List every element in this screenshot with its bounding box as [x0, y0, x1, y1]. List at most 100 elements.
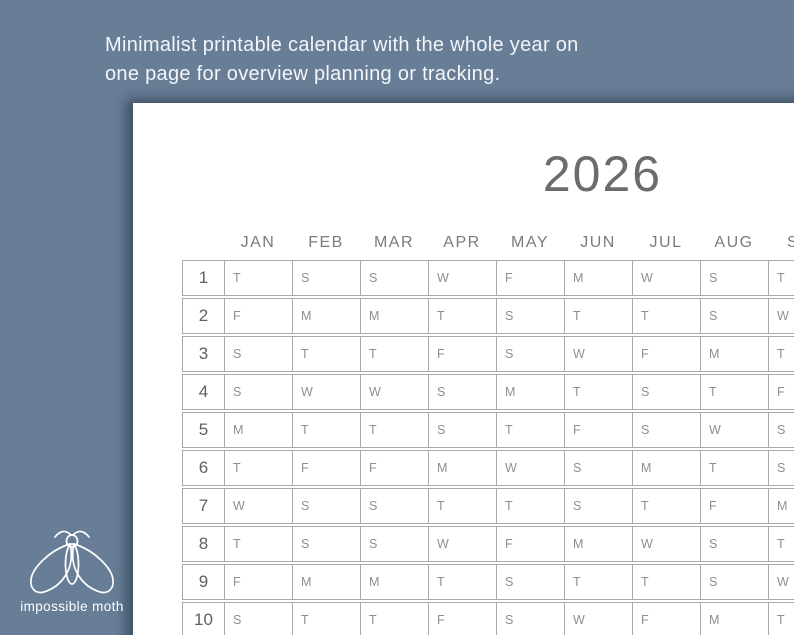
day-cell: T [496, 488, 564, 524]
day-cell: W [428, 260, 496, 296]
day-cell: M [360, 564, 428, 600]
day-cell: S [632, 412, 700, 448]
day-cell: S [768, 450, 794, 486]
day-cell: W [632, 526, 700, 562]
day-cell: T [768, 526, 794, 562]
month-header: APR [443, 234, 481, 251]
day-cell: T [360, 336, 428, 372]
day-cell: F [496, 260, 564, 296]
day-cell: T [428, 488, 496, 524]
day-cell: S [292, 526, 360, 562]
day-cell: M [632, 450, 700, 486]
day-number: 7 [182, 488, 224, 524]
moth-icon [30, 530, 114, 594]
day-cell: S [428, 374, 496, 410]
month-header: FEB [308, 234, 344, 251]
day-cell: S [360, 526, 428, 562]
day-number: 8 [182, 526, 224, 562]
day-cell: T [292, 412, 360, 448]
day-cell: S [700, 298, 768, 334]
day-cell: F [224, 298, 292, 334]
day-number: 6 [182, 450, 224, 486]
corner-cell [182, 218, 224, 258]
day-cell: S [632, 374, 700, 410]
day-cell: S [224, 374, 292, 410]
day-cell: S [292, 488, 360, 524]
day-cell: T [768, 336, 794, 372]
day-cell: M [360, 298, 428, 334]
day-cell: S [564, 450, 632, 486]
day-cell: W [428, 526, 496, 562]
month-header: MAR [373, 234, 415, 251]
brand-logo: impossible moth [20, 524, 124, 614]
day-cell: M [564, 260, 632, 296]
month-header-row: JAN FEB MAR APR MAY JUN JUL AUG S [182, 218, 794, 258]
day-cell: M [496, 374, 564, 410]
day-cell: S [496, 602, 564, 635]
day-cell: W [224, 488, 292, 524]
day-cell: T [632, 564, 700, 600]
day-cell: S [292, 260, 360, 296]
day-cell: T [632, 488, 700, 524]
day-cell: S [496, 298, 564, 334]
month-header: AUG [714, 234, 754, 251]
day-cell: W [360, 374, 428, 410]
day-cell: W [292, 374, 360, 410]
day-cell: S [496, 564, 564, 600]
day-number: 10 [182, 602, 224, 635]
day-cell: T [224, 260, 292, 296]
day-cell: F [768, 374, 794, 410]
day-cell: M [224, 412, 292, 448]
day-cell: T [564, 374, 632, 410]
day-cell: S [700, 526, 768, 562]
brand-name: impossible moth [20, 599, 124, 614]
day-cell: F [292, 450, 360, 486]
day-cell: T [564, 298, 632, 334]
day-cell: T [632, 298, 700, 334]
day-cell: S [768, 412, 794, 448]
day-cell: T [496, 412, 564, 448]
day-cell: M [700, 602, 768, 635]
day-cell: S [700, 564, 768, 600]
day-cell: T [700, 450, 768, 486]
day-cell: T [768, 602, 794, 635]
day-cell: S [428, 412, 496, 448]
day-cell: M [768, 488, 794, 524]
day-cell: M [292, 298, 360, 334]
day-cell: S [700, 260, 768, 296]
day-cell: M [564, 526, 632, 562]
day-cell: T [292, 336, 360, 372]
day-cell: F [700, 488, 768, 524]
day-cell: F [632, 602, 700, 635]
day-cell: W [564, 336, 632, 372]
day-cell: S [564, 488, 632, 524]
banner-caption: Minimalist printable calendar with the w… [105, 31, 579, 89]
month-header: S [787, 234, 794, 251]
day-cell: T [564, 564, 632, 600]
day-cell: W [564, 602, 632, 635]
day-cell: T [700, 374, 768, 410]
day-cell: F [496, 526, 564, 562]
month-header: JUL [649, 234, 683, 251]
day-cell: F [428, 602, 496, 635]
day-cell: T [224, 526, 292, 562]
month-header: MAY [511, 234, 549, 251]
day-cell: M [292, 564, 360, 600]
day-cell: S [360, 260, 428, 296]
day-cell: W [768, 564, 794, 600]
day-cell: M [700, 336, 768, 372]
day-cell: F [428, 336, 496, 372]
day-cell: T [292, 602, 360, 635]
day-cell: W [768, 298, 794, 334]
day-number: 1 [182, 260, 224, 296]
